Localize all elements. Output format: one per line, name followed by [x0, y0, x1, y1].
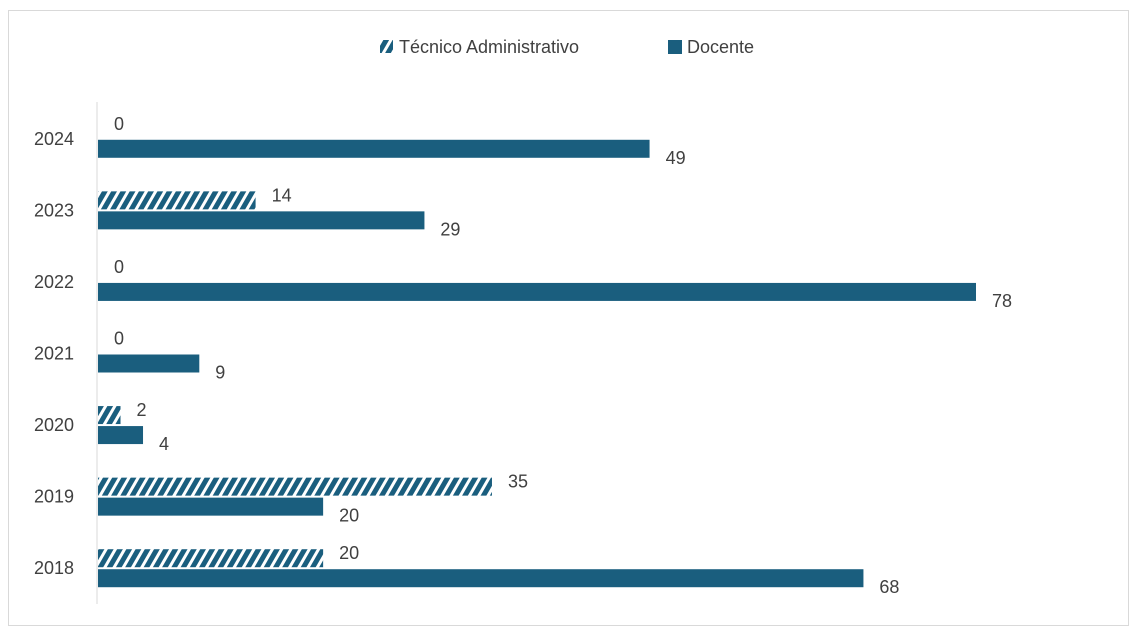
bar-docente-2020[interactable]	[98, 426, 144, 445]
value-label-tecnico-2024: 0	[114, 114, 124, 134]
legend-item-docente[interactable]: Docente	[668, 37, 754, 57]
value-label-tecnico-2018: 20	[339, 543, 359, 563]
chart-frame	[8, 10, 1129, 626]
legend-swatch-docente	[668, 40, 682, 54]
bars	[98, 139, 976, 588]
bar-tecnico-2019[interactable]	[98, 477, 492, 496]
value-label-tecnico-2021: 0	[114, 329, 124, 349]
category-label-2021: 2021	[34, 344, 74, 364]
category-label-2018: 2018	[34, 558, 74, 578]
category-labels: 2018 2019 2020 2021 2022 2023 2024	[34, 129, 74, 578]
legend-label-docente: Docente	[687, 37, 754, 57]
value-label-docente-2018: 68	[879, 577, 899, 597]
bar-tecnico-2023[interactable]	[98, 191, 256, 210]
category-label-2022: 2022	[34, 272, 74, 292]
value-label-tecnico-2020: 2	[137, 400, 147, 420]
category-label-2024: 2024	[34, 129, 74, 149]
value-label-docente-2020: 4	[159, 434, 169, 454]
legend-label-tecnico: Técnico Administrativo	[399, 37, 579, 57]
value-label-docente-2021: 9	[215, 363, 225, 383]
legend-item-tecnico[interactable]: Técnico Administrativo	[380, 37, 579, 57]
category-label-2019: 2019	[34, 487, 74, 507]
bar-docente-2019[interactable]	[98, 497, 324, 516]
legend-swatch-tecnico	[380, 40, 393, 53]
value-label-tecnico-2023: 14	[272, 185, 292, 205]
bar-docente-2021[interactable]	[98, 354, 200, 373]
bar-tecnico-2018[interactable]	[98, 549, 324, 568]
value-label-docente-2024: 49	[666, 148, 686, 168]
value-label-tecnico-2019: 35	[508, 472, 528, 492]
bar-docente-2022[interactable]	[98, 282, 976, 301]
bar-docente-2024[interactable]	[98, 139, 650, 158]
bar-docente-2018[interactable]	[98, 569, 864, 588]
value-labels: 20 68 35 20 24 0 9 0 78 14 29 0 49	[114, 114, 1012, 597]
bar-tecnico-2020[interactable]	[98, 406, 121, 425]
value-label-docente-2023: 29	[440, 219, 460, 239]
legend: Técnico Administrativo Docente	[380, 37, 754, 57]
value-label-tecnico-2022: 0	[114, 257, 124, 277]
value-label-docente-2019: 20	[339, 506, 359, 526]
value-label-docente-2022: 78	[992, 291, 1012, 311]
bar-docente-2023[interactable]	[98, 211, 425, 230]
category-label-2023: 2023	[34, 200, 74, 220]
category-label-2020: 2020	[34, 415, 74, 435]
